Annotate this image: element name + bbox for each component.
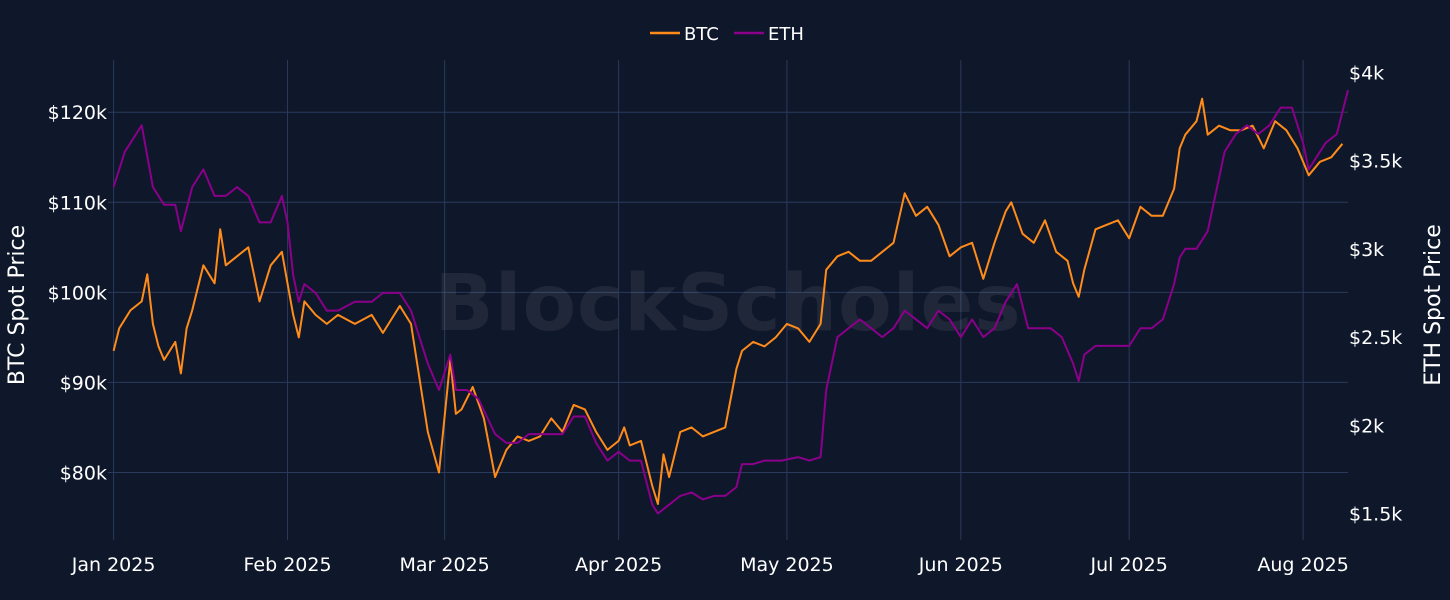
y-left-axis-title: BTC Spot Price <box>5 225 30 385</box>
y-right-tick-2-5k: $2.5k <box>1349 327 1402 349</box>
y-right-tick-1-5k: $1.5k <box>1349 504 1402 526</box>
y-left-tick-110k: $110k <box>48 192 107 214</box>
y-right-tick-3k: $3k <box>1349 239 1384 261</box>
watermark: BlockScholes <box>434 259 1021 349</box>
y-left-tick-80k: $80k <box>60 462 107 484</box>
y-right-axis-ticks: $1.5k $2k $2.5k $3k $3.5k $4k <box>1349 62 1402 525</box>
x-tick-apr-2025: Apr 2025 <box>575 554 662 576</box>
x-tick-jul-2025: Jul 2025 <box>1090 554 1168 576</box>
y-right-tick-4k: $4k <box>1349 62 1384 84</box>
x-tick-feb-2025: Feb 2025 <box>244 554 332 576</box>
y-right-tick-3-5k: $3.5k <box>1349 151 1402 173</box>
series-btc-line <box>112 97 1344 505</box>
legend-btc-label: BTC <box>684 24 719 45</box>
y-right-tick-2k: $2k <box>1349 415 1384 437</box>
y-left-tick-90k: $90k <box>60 372 107 394</box>
legend: BTC ETH <box>650 24 804 45</box>
series-layer <box>112 89 1349 515</box>
x-tick-jun-2025: Jun 2025 <box>918 554 1003 576</box>
x-tick-mar-2025: Mar 2025 <box>400 554 490 576</box>
x-tick-jan-2025: Jan 2025 <box>71 554 156 576</box>
y-left-axis-ticks: $80k $90k $100k $110k $120k <box>48 102 107 484</box>
y-left-tick-120k: $120k <box>48 102 107 124</box>
series-eth-line <box>112 89 1349 515</box>
y-left-tick-100k: $100k <box>48 282 107 304</box>
legend-eth-label: ETH <box>768 24 804 45</box>
x-axis-ticks: Jan 2025 Feb 2025 Mar 2025 Apr 2025 May 2025… <box>71 554 1349 576</box>
x-tick-aug-2025: Aug 2025 <box>1257 554 1349 576</box>
x-tick-may-2025: May 2025 <box>740 554 834 576</box>
y-right-axis-title: ETH Spot Price <box>1421 224 1446 386</box>
